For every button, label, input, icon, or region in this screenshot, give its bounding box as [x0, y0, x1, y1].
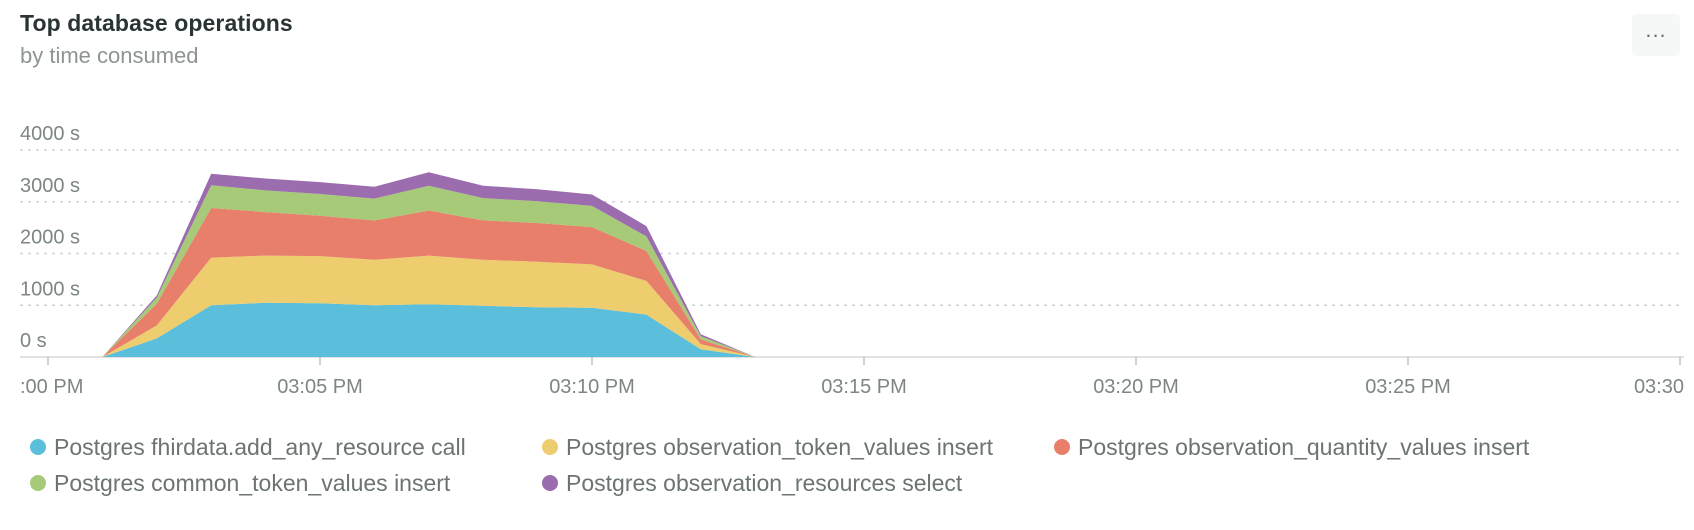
legend-color-dot	[542, 438, 558, 455]
y-tick-label: 4000 s	[20, 123, 80, 145]
more-options-button[interactable]: ...	[1632, 14, 1680, 56]
legend-item[interactable]: Postgres observation_token_values insert	[542, 434, 993, 461]
area-series-3[interactable]	[102, 208, 756, 357]
y-tick-label: 1000 s	[20, 278, 80, 300]
x-tick-label: 03:25 PM	[1365, 376, 1451, 398]
legend-item[interactable]: Postgres fhirdata.add_any_resource call	[30, 434, 466, 461]
legend-label: Postgres observation_token_values insert	[566, 434, 994, 460]
legend-item[interactable]: Postgres observation_quantity_values ins…	[1054, 434, 1529, 461]
area-chart: 0 s 1000 s 2000 s 3000 s 4000 s :00 PM 03:05 P…	[20, 123, 1684, 398]
legend-color-dot	[30, 438, 46, 455]
x-tick-label: 03:15 PM	[821, 376, 907, 398]
legend-label: Postgres common_token_values insert	[54, 470, 451, 496]
legend-label: Postgres fhirdata.add_any_resource call	[54, 434, 466, 460]
legend-label: Postgres observation_quantity_values ins…	[1078, 434, 1530, 460]
legend-color-dot	[30, 474, 46, 491]
legend-item[interactable]: Postgres common_token_values insert	[30, 470, 450, 497]
chart-subtitle: by time consumed	[20, 43, 199, 68]
x-tick-label: :00 PM	[20, 376, 83, 398]
x-tick-label: 03:05 PM	[277, 376, 363, 398]
legend-label: Postgres observation_resources select	[566, 470, 963, 496]
x-tick-label: 03:10 PM	[549, 376, 635, 398]
y-tick-label: 0 s	[20, 330, 47, 352]
legend-item[interactable]: Postgres observation_resources select	[542, 470, 962, 497]
legend-color-dot	[542, 474, 558, 491]
chart-title: Top database operations	[20, 10, 293, 36]
legend-color-dot	[1054, 438, 1070, 455]
area-series-1[interactable]	[102, 302, 756, 357]
y-tick-label: 2000 s	[20, 227, 80, 249]
area-series-2[interactable]	[102, 255, 756, 357]
x-tick-label: 03:20 PM	[1093, 376, 1179, 398]
x-tick-label: 03:30	[1634, 376, 1684, 398]
y-tick-label: 3000 s	[20, 175, 80, 197]
